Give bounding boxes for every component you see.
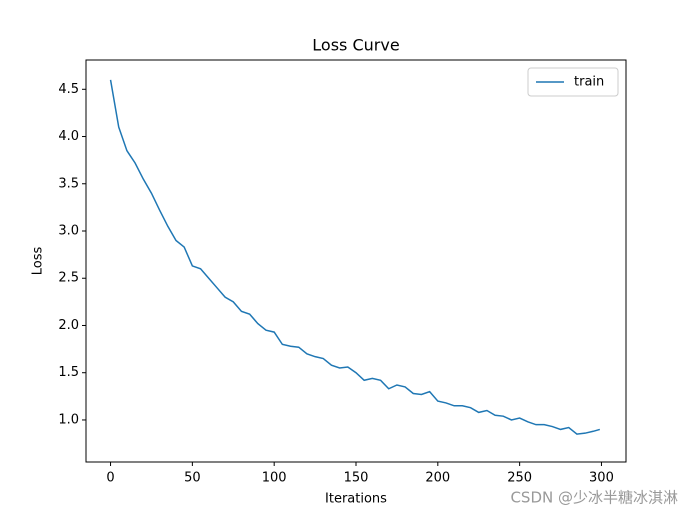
legend-box [527, 67, 619, 97]
y-tick-label: 1.5 [58, 365, 79, 380]
y-tick-label: 1.0 [58, 412, 79, 427]
y-axis-label: Loss [31, 247, 46, 276]
line [109, 79, 601, 435]
x-axis-label: Iterations [325, 492, 387, 507]
x-tick-label: 50 [184, 471, 201, 486]
y-tick-label: 4.5 [58, 82, 79, 97]
x-tick-label: 100 [262, 471, 287, 486]
y-tick-label: 3.0 [58, 224, 79, 239]
legend-label: train [574, 75, 604, 90]
y-tick-label: 2.0 [58, 318, 79, 333]
chart-title: Loss Curve [312, 36, 399, 55]
y-tick-label: 4.0 [58, 129, 79, 144]
y-tick-label: 2.5 [58, 271, 79, 286]
x-tick-label: 200 [425, 471, 450, 486]
watermark: CSDN @少冰半糖冰淇淋 [510, 489, 678, 507]
plot-frame [85, 59, 627, 463]
x-tick-label: 150 [344, 471, 369, 486]
x-tick-label: 250 [507, 471, 532, 486]
y-tick-label: 3.5 [58, 176, 79, 191]
x-tick-label: 0 [106, 471, 114, 486]
x-tick-label: 300 [589, 471, 614, 486]
